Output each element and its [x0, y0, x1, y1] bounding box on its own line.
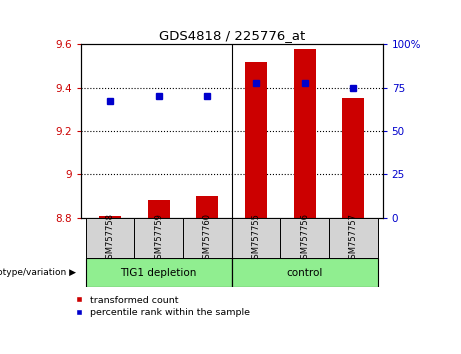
Text: GSM757759: GSM757759: [154, 213, 163, 263]
Text: GSM757758: GSM757758: [106, 212, 114, 264]
Text: GSM757760: GSM757760: [203, 212, 212, 264]
Title: GDS4818 / 225776_at: GDS4818 / 225776_at: [159, 29, 305, 42]
Bar: [329, 218, 378, 258]
Legend: transformed count, percentile rank within the sample: transformed count, percentile rank withi…: [76, 296, 250, 317]
Text: GSM757756: GSM757756: [300, 212, 309, 264]
Text: TIG1 depletion: TIG1 depletion: [120, 268, 197, 278]
Text: control: control: [287, 268, 323, 278]
Text: GSM757757: GSM757757: [349, 212, 358, 264]
Bar: [134, 218, 183, 258]
Bar: [86, 258, 232, 287]
Text: genotype/variation ▶: genotype/variation ▶: [0, 268, 76, 278]
Bar: [232, 218, 280, 258]
Text: GSM757755: GSM757755: [252, 213, 260, 263]
Bar: [232, 258, 378, 287]
Bar: [245, 62, 267, 218]
Bar: [343, 98, 364, 218]
Bar: [294, 48, 316, 218]
Bar: [86, 218, 134, 258]
Bar: [280, 218, 329, 258]
Bar: [183, 218, 232, 258]
Bar: [196, 196, 218, 218]
Bar: [99, 216, 121, 218]
Bar: [148, 200, 170, 218]
